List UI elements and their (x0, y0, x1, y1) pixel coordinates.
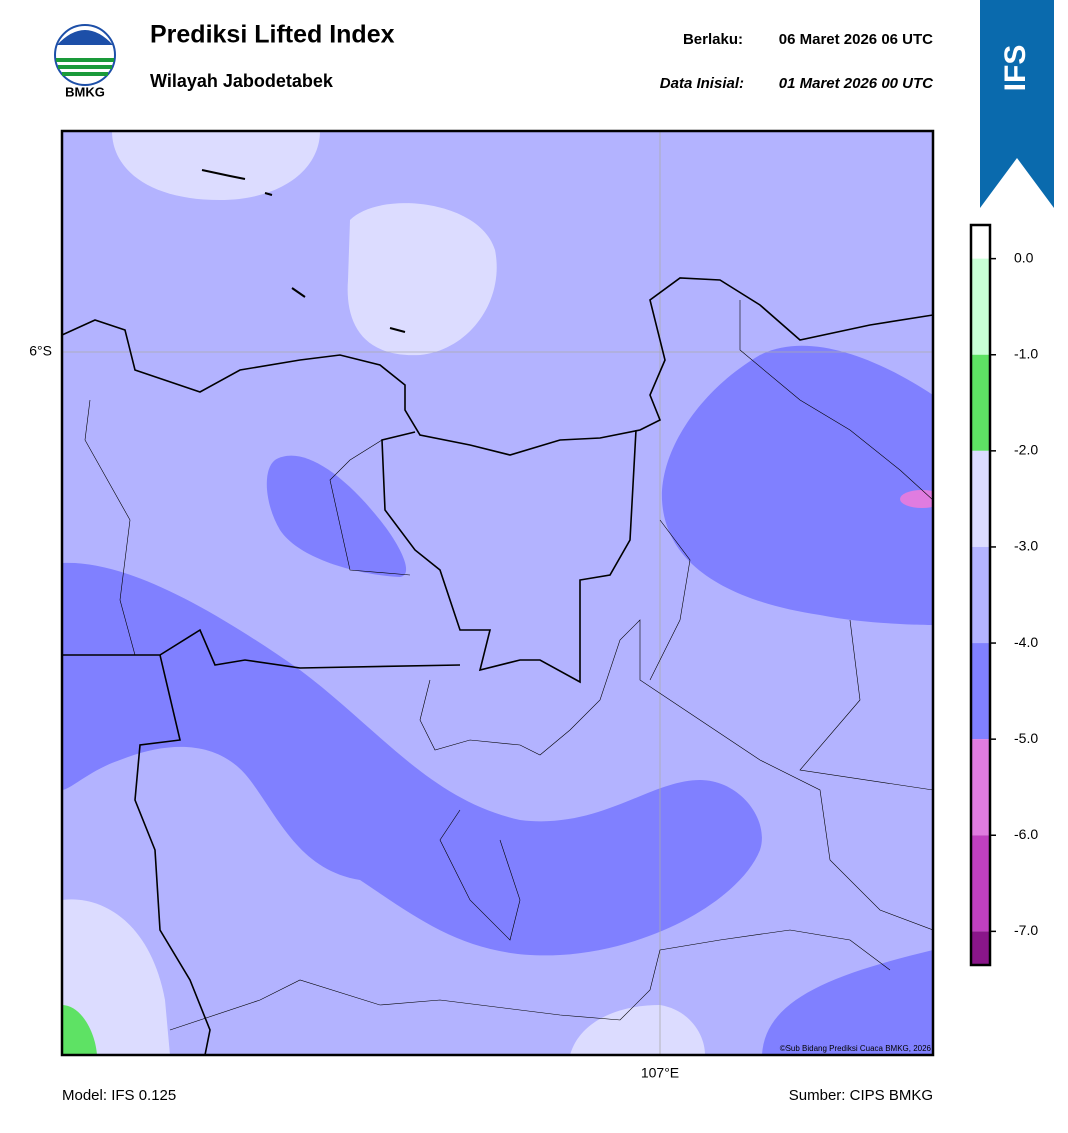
subtitle: Wilayah Jabodetabek (150, 71, 334, 91)
map (62, 131, 933, 1055)
valid-time: 06 Maret 2026 06 UTC (779, 31, 933, 48)
source: Sumber: CIPS BMKG (789, 1087, 933, 1104)
colorbar-tick-label: -7.0 (1014, 922, 1038, 938)
badge-text: IFS (999, 45, 1032, 92)
colorbar-tick-label: -2.0 (1014, 442, 1038, 458)
colorbar-tick-label: 0.0 (1014, 249, 1034, 265)
init-time: 01 Maret 2026 00 UTC (779, 75, 934, 92)
colorbar-bin (971, 835, 990, 932)
colorbar-bin (971, 739, 990, 836)
model: Model: IFS 0.125 (62, 1087, 176, 1104)
colorbar-bin (971, 546, 990, 644)
colorbar-tick-label: -6.0 (1014, 826, 1038, 842)
colorbar-bin (971, 225, 990, 259)
title: Prediksi Lifted Index (150, 21, 395, 49)
colorbar-bin (971, 450, 990, 547)
colorbar-bin (971, 258, 990, 355)
copyright: ©Sub Bidang Prediksi Cuaca BMKG, 2026 (780, 1044, 932, 1053)
colorbar-bin (971, 643, 990, 740)
colorbar-tick-label: -3.0 (1014, 538, 1038, 554)
badge: IFS (980, 0, 1054, 208)
colorbar-bin (971, 931, 990, 965)
colorbar-tick-label: -5.0 (1014, 730, 1038, 746)
valid-label: Berlaku: (683, 31, 743, 48)
colorbar: 0.0 -1.0 -2.0 -3.0 -4.0 -5.0 -6.0 -7.0 (969, 223, 1038, 967)
logo: BMKG (54, 24, 116, 99)
lat-label: 6°S (29, 343, 52, 359)
colorbar-bin (971, 354, 990, 451)
colorbar-tick-label: -4.0 (1014, 634, 1038, 650)
lon-label: 107°E (641, 1065, 679, 1081)
logo-text: BMKG (65, 84, 105, 99)
colorbar-tick-label: -1.0 (1014, 345, 1038, 361)
map-frame (60, 129, 935, 1057)
init-label: Data Inisial: (660, 75, 744, 92)
colorbar-frame (969, 223, 992, 967)
